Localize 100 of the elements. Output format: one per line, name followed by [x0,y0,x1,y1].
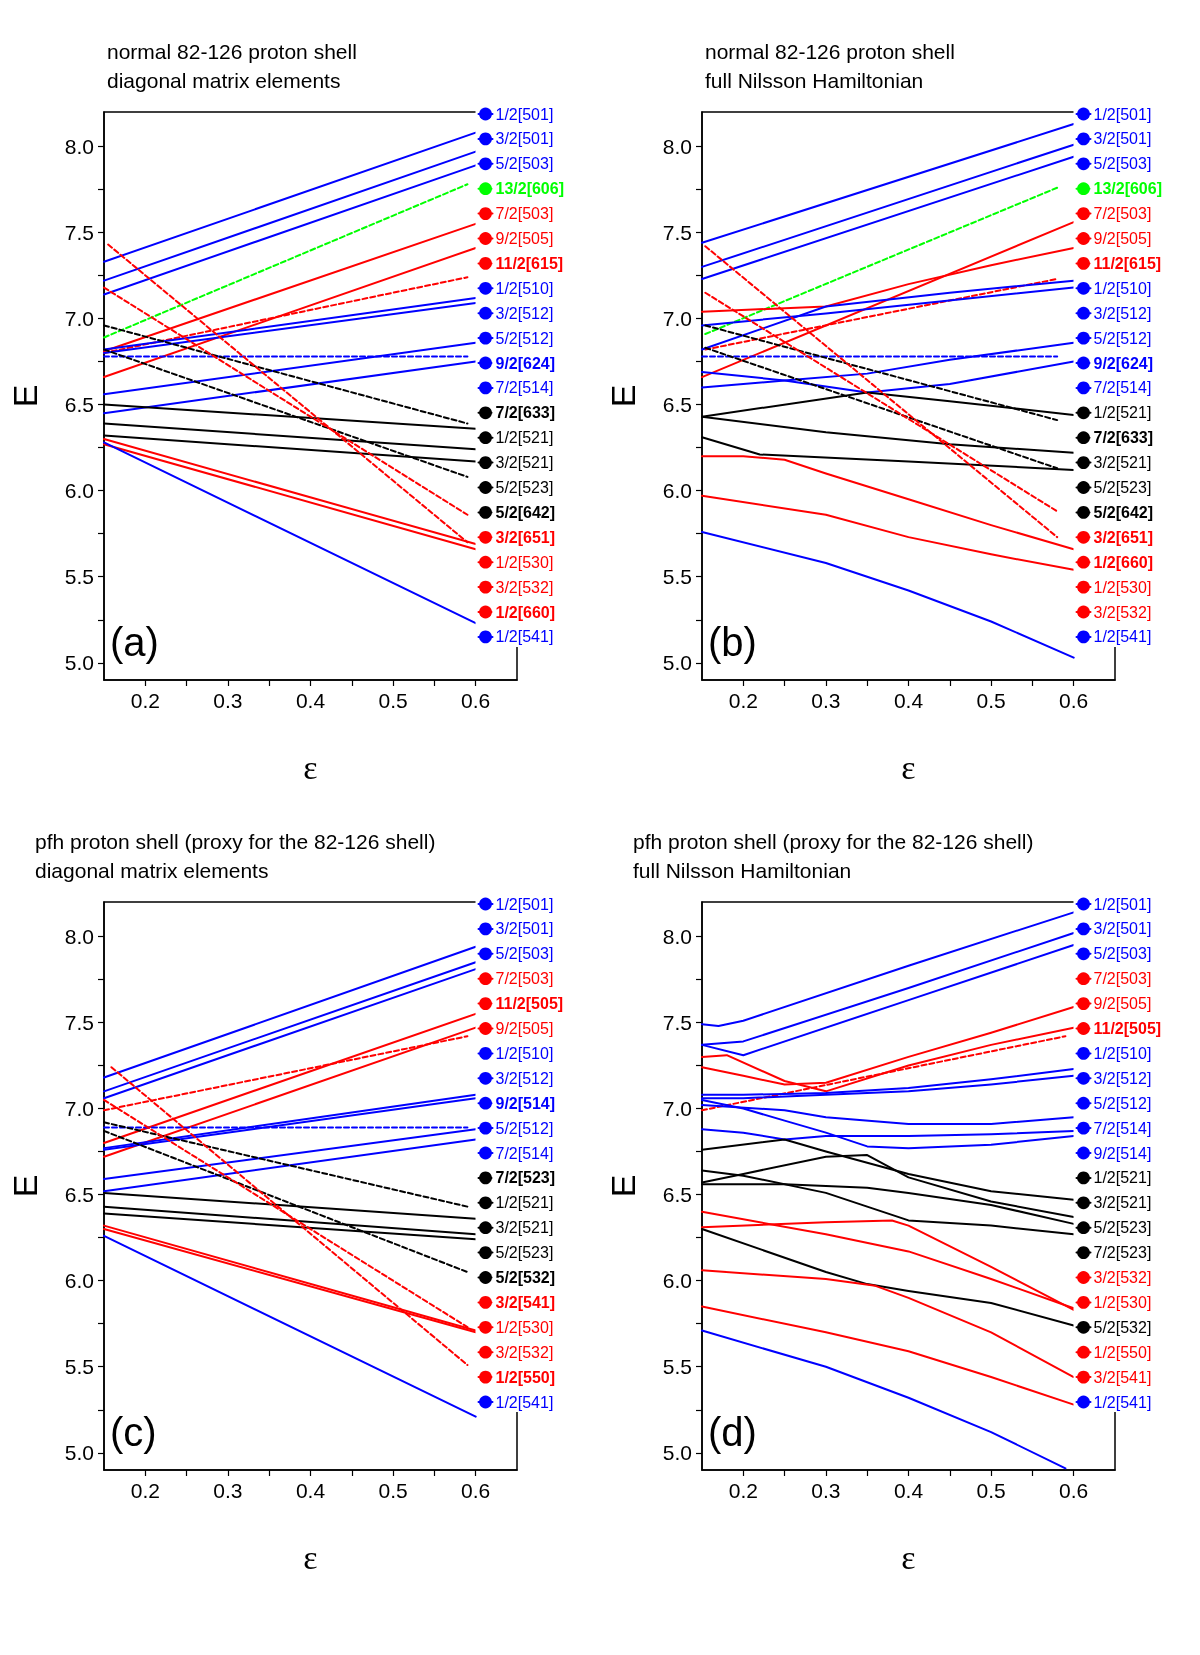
legend-label: 9/2[505] [495,230,554,247]
y-tick-label: 5.5 [662,565,692,589]
legend-label: 3/2[521] [1093,1194,1152,1212]
legend-label: 1/2[660] [495,603,556,621]
legend-label: 1/2[510] [1093,1044,1152,1062]
x-tick-label: 0.6 [461,689,491,712]
legend-label: 3/2[532] [495,578,554,596]
legend-label: 1/2[521] [1093,1169,1152,1187]
chart-title: pfh proton shell (proxy for the 82-126 shell) [633,830,1034,853]
y-tick-label: 7.0 [64,307,94,331]
legend-label: 5/2[512] [495,1119,554,1137]
x-tick-label: 0.5 [976,689,1006,712]
legend-label: 3/2[651] [1093,528,1154,546]
legend-label: 3/2[532] [495,1343,554,1361]
legend-label: 7/2[514] [495,379,554,397]
legend-label: 1/2[550] [1093,1343,1152,1361]
legend-label: 11/2[615] [1093,254,1162,272]
legend-label: 5/2[512] [1093,1094,1152,1112]
legend-label: 9/2[505] [495,1020,554,1037]
x-tick-label: 0.6 [1059,689,1089,712]
legend-label: 5/2[532] [1093,1318,1152,1336]
y-tick-label: 6.0 [64,479,94,503]
legend-label: 3/2[521] [495,454,554,472]
legend-label: 7/2[633] [1093,429,1154,447]
y-tick-label: 7.5 [662,1010,692,1034]
x-tick-label: 0.3 [213,689,243,712]
legend-label: 1/2[541] [1093,628,1152,646]
annotation: (d) [708,1410,757,1454]
y-tick-label: 6.5 [64,393,94,417]
y-tick-label: 5.5 [64,1355,94,1379]
legend-label: 11/2[505] [1093,1020,1162,1037]
legend-label: 5/2[523] [1093,1219,1152,1237]
x-tick-label: 0.2 [130,1479,160,1502]
x-tick-label: 0.3 [213,1479,243,1502]
legend-label: 3/2[512] [495,304,554,322]
y-tick-label: 7.5 [64,1010,94,1034]
y-tick-label: 7.0 [662,307,692,331]
legend-label: 1/2[530] [1093,578,1152,596]
legend-label: 9/2[505] [1093,995,1152,1013]
legend-label: 1/2[501] [495,105,554,123]
legend-label: 1/2[501] [1093,895,1152,913]
y-tick-label: 8.0 [64,134,94,158]
y-tick-label: 7.5 [662,220,692,244]
x-tick-label: 0.4 [295,689,326,712]
legend-label: 5/2[503] [1093,155,1152,173]
legend-label: 1/2[521] [1093,404,1152,422]
legend-label: 5/2[503] [495,155,554,173]
legend-label: 5/2[642] [495,503,556,521]
y-axis-title: E [6,384,44,408]
chart-subtitle: diagonal matrix elements [35,859,269,882]
x-tick-label: 0.4 [295,1479,326,1502]
x-tick-label: 0.2 [130,689,160,712]
legend-label: 9/2[514] [495,1094,556,1112]
legend-label: 3/2[512] [495,1069,554,1087]
legend-label: 3/2[521] [1093,454,1152,472]
y-tick-label: 5.0 [64,1441,94,1465]
legend-label: 1/2[510] [1093,279,1152,297]
y-tick-label: 5.5 [662,1355,692,1379]
legend-label: 5/2[523] [495,479,554,496]
x-tick-label: 0.5 [976,1479,1006,1502]
legend-label: 5/2[512] [1093,329,1152,347]
legend-label: 1/2[541] [495,628,554,646]
x-tick-label: 0.3 [811,689,841,712]
y-axis-title: E [604,384,642,408]
y-tick-label: 8.0 [64,924,94,948]
x-axis-title: ε [901,748,916,786]
legend-label: 3/2[501] [1093,130,1152,148]
x-tick-label: 0.4 [893,689,924,712]
y-tick-label: 7.0 [64,1097,94,1121]
annotation: (b) [708,620,757,664]
x-tick-label: 0.4 [893,1479,924,1502]
y-tick-label: 6.0 [64,1269,94,1293]
legend-label: 1/2[521] [495,429,554,447]
legend-label: 1/2[501] [1093,105,1152,123]
y-tick-label: 6.0 [662,1269,692,1293]
annotation: (a) [110,620,159,664]
y-tick-label: 8.0 [662,924,692,948]
annotation: (c) [110,1410,157,1454]
legend-label: 9/2[624] [495,354,556,372]
legend-label: 1/2[521] [495,1194,554,1212]
y-tick-label: 7.0 [662,1097,692,1121]
legend-label: 3/2[501] [495,920,554,938]
x-axis-title: ε [303,748,318,786]
legend-label: 7/2[503] [1093,970,1152,988]
x-axis-title: ε [303,1538,318,1576]
x-tick-label: 0.5 [378,1479,408,1502]
y-axis-title: E [6,1174,44,1198]
y-axis-title: E [604,1174,642,1198]
legend-label: 7/2[514] [495,1144,554,1162]
chart-subtitle: full Nilsson Hamiltonian [705,69,924,92]
chart-title: pfh proton shell (proxy for the 82-126 shell) [35,830,436,853]
legend-label: 5/2[642] [1093,503,1154,521]
legend-label: 1/2[530] [495,1318,554,1336]
legend-label: 3/2[521] [495,1219,554,1237]
legend-label: 9/2[514] [1093,1144,1152,1162]
legend-label: 5/2[503] [1093,945,1152,963]
legend-label: 5/2[523] [495,1244,554,1262]
y-tick-label: 7.5 [64,220,94,244]
legend-label: 1/2[660] [1093,553,1154,571]
legend-label: 1/2[510] [495,1044,554,1062]
